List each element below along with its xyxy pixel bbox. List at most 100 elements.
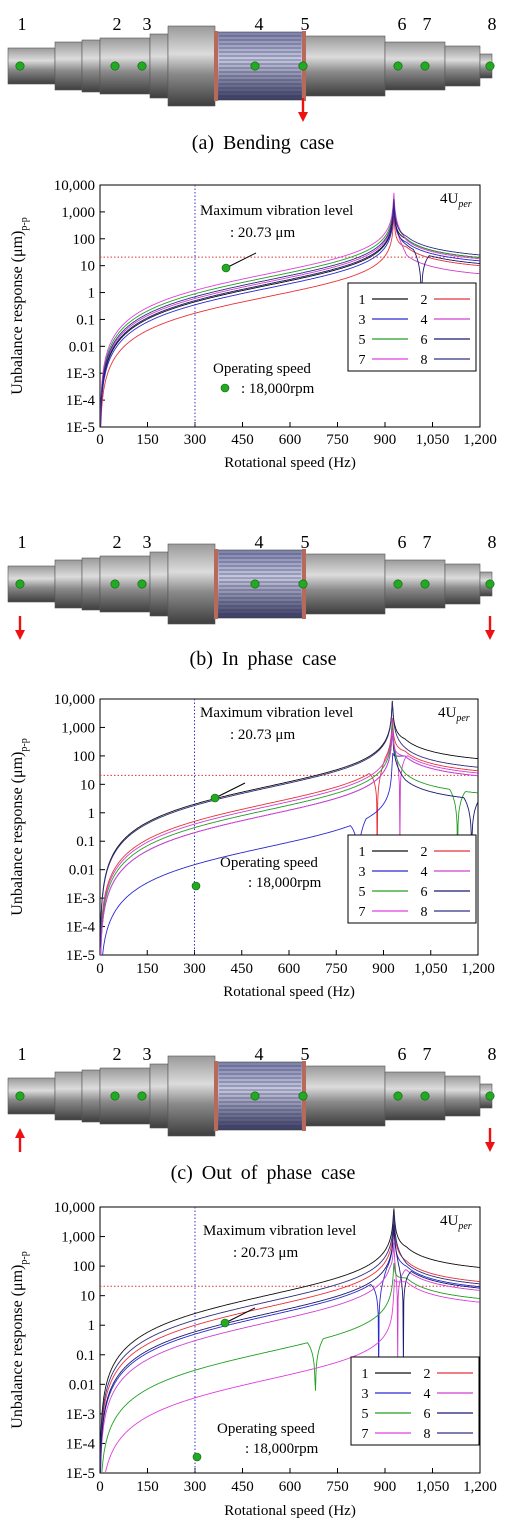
node-marker bbox=[250, 1091, 260, 1101]
annotation-dot bbox=[221, 263, 231, 273]
series-line-5 bbox=[100, 724, 478, 955]
node-label: 1 bbox=[18, 14, 27, 34]
y-tick-label: 10 bbox=[80, 777, 95, 793]
y-tick-label: 10,000 bbox=[54, 1200, 95, 1216]
legend-label: 4 bbox=[421, 865, 428, 880]
shaft-segment bbox=[149, 551, 169, 617]
series-line-7 bbox=[100, 729, 478, 955]
y-tick-label: 100 bbox=[73, 1259, 96, 1275]
y-tick-label: 1E-5 bbox=[66, 1466, 95, 1482]
y-tick-label: 1E-5 bbox=[66, 420, 95, 436]
legend-label: 2 bbox=[421, 293, 428, 308]
force-arrowhead bbox=[15, 1128, 25, 1138]
node-label: 8 bbox=[488, 1044, 497, 1064]
legend-label: 4 bbox=[424, 1387, 431, 1402]
x-tick-label: 900 bbox=[372, 961, 395, 977]
y-tick-label: 0.01 bbox=[69, 863, 95, 879]
shaft-segment bbox=[81, 39, 101, 93]
node-label: 8 bbox=[488, 14, 497, 34]
x-tick-label: 1,200 bbox=[463, 432, 497, 448]
node-marker bbox=[485, 1091, 495, 1101]
x-tick-label: 450 bbox=[231, 1479, 254, 1495]
node-label: 3 bbox=[143, 1044, 152, 1064]
node-marker bbox=[393, 61, 403, 71]
shaft-segment bbox=[7, 565, 56, 603]
chart-bending: 0 150 300 450 600 750 900 1,050 1,200 1E-5 1E-4 1E-… bbox=[9, 178, 497, 471]
node-label: 5 bbox=[301, 1044, 310, 1064]
series-line-8 bbox=[100, 1212, 480, 1468]
node-marker bbox=[137, 579, 147, 589]
legend-label: 2 bbox=[424, 1367, 431, 1382]
y-tick-label: 1 bbox=[88, 286, 96, 302]
series-line-8 bbox=[100, 199, 480, 427]
legend-label: 6 bbox=[421, 333, 428, 348]
operating-speed-annotation: Operating speed bbox=[213, 361, 311, 377]
force-arrowhead bbox=[15, 630, 25, 640]
node-label: 2 bbox=[113, 1044, 122, 1064]
node-label: 1 bbox=[18, 532, 27, 552]
shaft-segment bbox=[149, 33, 169, 99]
x-tick-label: 300 bbox=[183, 961, 206, 977]
legend-label: 3 bbox=[359, 865, 366, 880]
y-tick-label: 10 bbox=[80, 1289, 95, 1305]
node-marker bbox=[298, 1091, 308, 1101]
node-marker bbox=[15, 579, 25, 589]
max-level-annotation: Maximum vibration level bbox=[203, 1223, 356, 1239]
y-tick-label: 1E-3 bbox=[66, 1407, 95, 1423]
x-tick-label: 600 bbox=[279, 432, 302, 448]
y-tick-label: 1E-4 bbox=[66, 1436, 96, 1452]
node-marker bbox=[393, 579, 403, 589]
force-arrowhead bbox=[298, 112, 308, 122]
y-tick-label: 1E-4 bbox=[66, 920, 96, 936]
x-tick-label: 600 bbox=[279, 1479, 302, 1495]
legend-label: 6 bbox=[424, 1407, 431, 1422]
y-tick-label: 10,000 bbox=[54, 178, 95, 194]
max-level-value: : 20.73 μm bbox=[233, 1245, 298, 1261]
x-tick-label: 900 bbox=[374, 432, 397, 448]
node-marker bbox=[110, 579, 120, 589]
legend-box bbox=[347, 282, 477, 372]
force-arrowhead bbox=[485, 1142, 495, 1152]
node-label: 5 bbox=[301, 532, 310, 552]
series-group bbox=[100, 700, 478, 955]
node-label: 3 bbox=[143, 532, 152, 552]
node-marker bbox=[393, 1091, 403, 1101]
node-label: 6 bbox=[398, 532, 407, 552]
node-marker bbox=[110, 1091, 120, 1101]
x-tick-label: 0 bbox=[96, 961, 104, 977]
caption-in-phase: (b) In phase case bbox=[189, 648, 337, 670]
rotor-end-ring bbox=[214, 31, 218, 101]
x-tick-label: 750 bbox=[325, 961, 348, 977]
x-tick-label: 750 bbox=[326, 1479, 349, 1495]
x-tick-label: 450 bbox=[231, 432, 254, 448]
node-label: 4 bbox=[255, 532, 264, 552]
y-tick-label: 1E-4 bbox=[66, 393, 96, 409]
node-marker bbox=[137, 61, 147, 71]
shaft-segment bbox=[304, 1065, 386, 1127]
series-line-4 bbox=[100, 721, 478, 955]
node-label: 7 bbox=[423, 532, 432, 552]
legend-label: 1 bbox=[362, 1367, 369, 1382]
x-tick-label: 150 bbox=[136, 1479, 159, 1495]
legend-box bbox=[350, 1356, 480, 1446]
series-line-2 bbox=[100, 717, 478, 955]
operating-speed-annotation: Operating speed bbox=[217, 1421, 315, 1437]
series-line-6 bbox=[100, 1224, 480, 1473]
legend-label: 5 bbox=[362, 1407, 369, 1422]
force-arrowhead bbox=[485, 630, 495, 640]
series-group bbox=[100, 192, 480, 427]
y-tick-label: 0.01 bbox=[69, 339, 95, 355]
rotor-end-ring bbox=[214, 1061, 218, 1131]
series-line-4 bbox=[100, 1242, 480, 1473]
max-level-value: : 20.73 μm bbox=[230, 225, 295, 241]
annotation-dot bbox=[191, 881, 201, 891]
rotor-core bbox=[214, 31, 306, 101]
series-line-8 bbox=[100, 702, 478, 948]
node-label: 4 bbox=[255, 1044, 264, 1064]
chart-out-of-phase: 0 150 300 450 600 750 900 1,050 1,200 1E-5 1E-4 1E-… bbox=[9, 1200, 497, 1519]
y-tick-label: 1 bbox=[88, 806, 96, 822]
x-axis-label: Rotational speed (Hz) bbox=[223, 984, 355, 1000]
